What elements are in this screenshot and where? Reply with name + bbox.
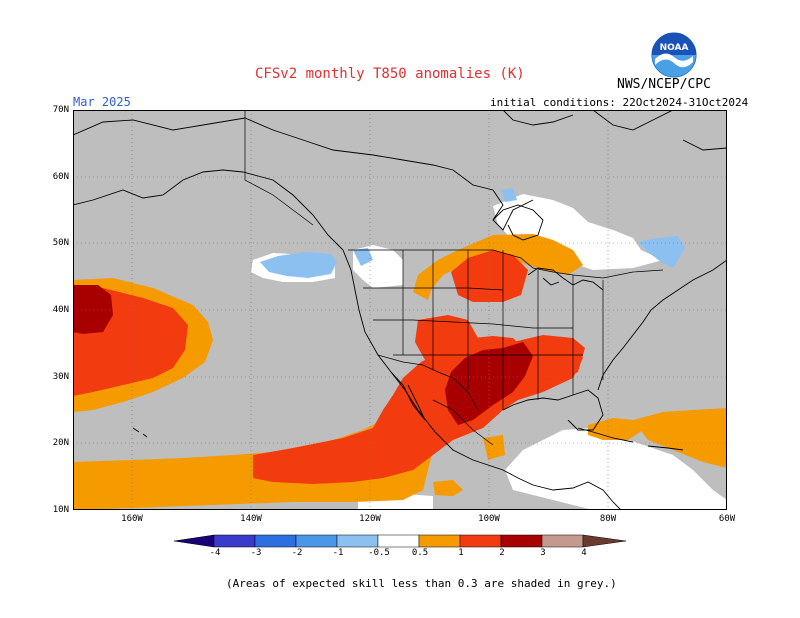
lon-label-60w: 60W: [718, 514, 736, 524]
lat-label-40n: 40N: [52, 305, 69, 315]
lon-label-160w: 160W: [121, 514, 143, 524]
colorbar-label-neg1: -1: [332, 548, 344, 558]
lat-label-70n: 70N: [52, 105, 69, 115]
colorbar-bin-neg4-neg3: [213, 534, 256, 548]
colorbar-label-2: 2: [499, 548, 505, 558]
colorbar-bin-neutral: [377, 534, 420, 548]
anomaly-map: [73, 110, 727, 510]
colorbar-label-4: 4: [581, 548, 587, 558]
lon-label-100w: 100W: [478, 514, 500, 524]
colorbar-label-neg2: -2: [291, 548, 303, 558]
lon-label-120w: 120W: [359, 514, 381, 524]
map-title: CFSv2 monthly T850 anomalies (K): [255, 66, 525, 82]
map-frame: [73, 110, 727, 510]
colorbar-label-neg4: -4: [209, 548, 221, 558]
lat-label-60n: 60N: [52, 172, 69, 182]
colorbar-lower-arrow: [174, 534, 215, 548]
lat-label-20n: 20N: [52, 438, 69, 448]
colorbar-label-1: 1: [458, 548, 464, 558]
anomaly-2-to-3-regions: [73, 285, 533, 425]
colorbar-label-neg05: -0.5: [368, 548, 390, 558]
noaa-logo-text: NOAA: [660, 43, 689, 53]
colorbar-bin-3-4: [541, 534, 584, 548]
colorbar-label-neg3: -3: [250, 548, 262, 558]
colorbar-bin-05-1: [418, 534, 461, 548]
lat-label-30n: 30N: [52, 372, 69, 382]
negative-anomaly-regions: [260, 188, 685, 278]
initial-conditions: initial conditions: 22Oct2024-31Oct2024: [490, 96, 749, 109]
agency-label: NWS/NCEP/CPC: [617, 77, 711, 92]
colorbar-bin-neg2-neg1: [295, 534, 338, 548]
colorbar-bin-neg1-neg05: [336, 534, 379, 548]
political-boundaries: [244, 110, 664, 446]
colorbar-upper-arrow: [582, 534, 626, 548]
colorbar-label-3: 3: [540, 548, 546, 558]
lat-label-50n: 50N: [52, 238, 69, 248]
colorbar-label-05: 0.5: [411, 548, 429, 558]
coastlines: [73, 110, 727, 510]
colorbar-bin-1-2: [459, 534, 502, 548]
noaa-logo: NOAA: [651, 32, 697, 78]
lon-label-80w: 80W: [599, 514, 617, 524]
skill-note: (Areas of expected skill less than 0.3 a…: [226, 577, 617, 590]
colorbar: [174, 534, 626, 548]
colorbar-bin-neg3-neg2: [254, 534, 297, 548]
lon-label-140w: 140W: [240, 514, 262, 524]
graticule: [73, 110, 727, 510]
forecast-month: Mar 2025: [73, 95, 131, 109]
lat-label-10n: 10N: [52, 505, 69, 515]
colorbar-bin-2-3: [500, 534, 543, 548]
